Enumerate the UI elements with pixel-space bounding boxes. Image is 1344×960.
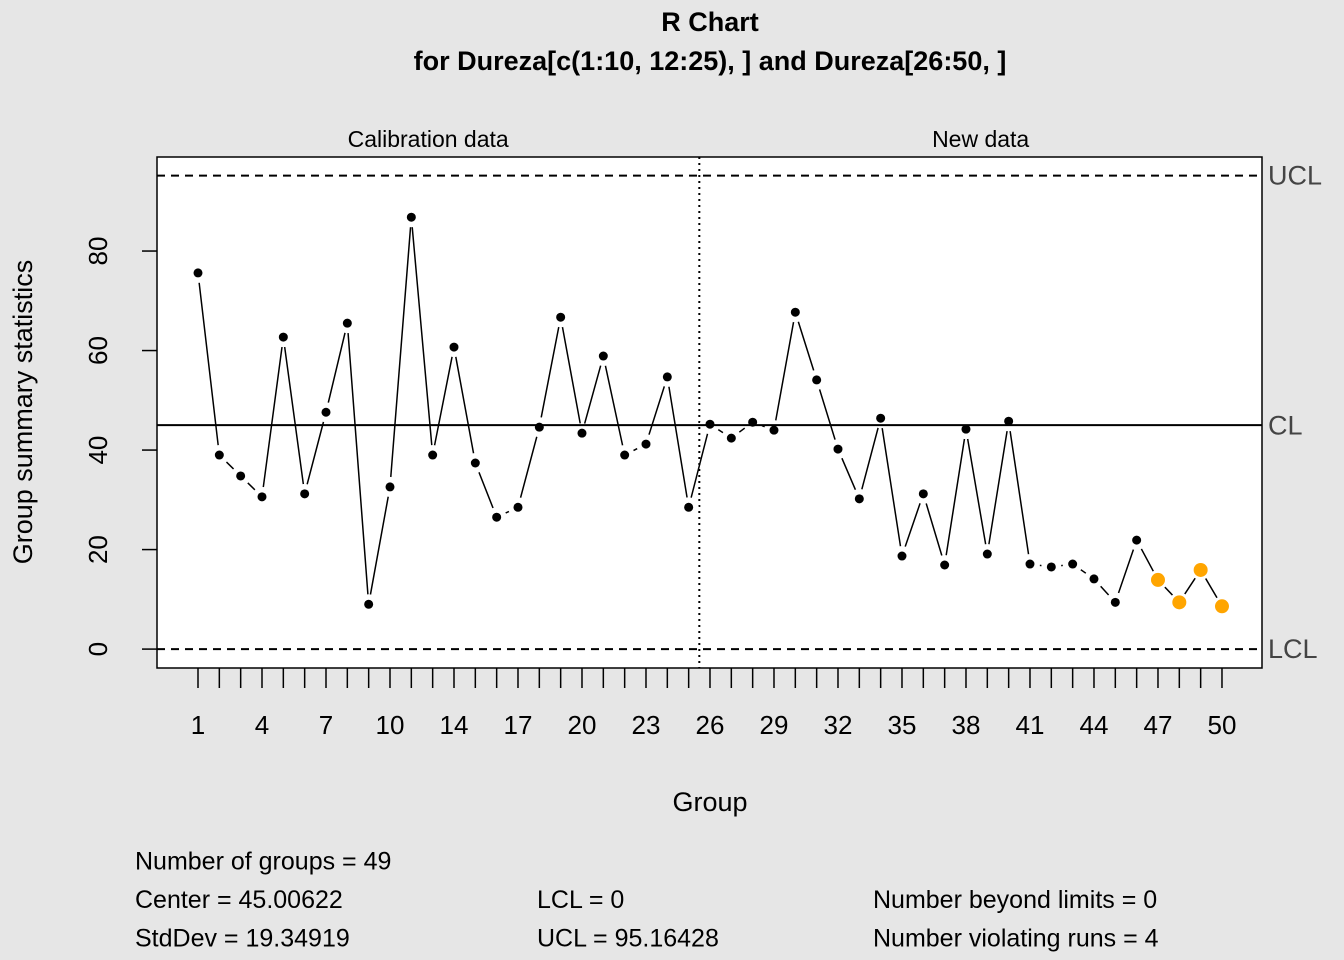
data-point bbox=[598, 351, 608, 361]
limit-label: CL bbox=[1268, 410, 1303, 440]
data-point bbox=[193, 268, 203, 278]
data-point bbox=[662, 372, 672, 382]
stat-text: LCL = 0 bbox=[537, 886, 624, 914]
y-tick-label: 20 bbox=[83, 535, 113, 564]
x-tick-label: 10 bbox=[376, 710, 405, 740]
data-point bbox=[620, 450, 630, 460]
limit-label: LCL bbox=[1268, 634, 1318, 664]
data-point bbox=[534, 422, 544, 432]
data-point bbox=[833, 444, 843, 454]
y-tick-label: 80 bbox=[83, 237, 113, 266]
data-point bbox=[577, 428, 587, 438]
data-point bbox=[470, 458, 480, 468]
data-point bbox=[961, 424, 971, 434]
data-point bbox=[854, 494, 864, 504]
data-point bbox=[1172, 595, 1187, 610]
data-point bbox=[1068, 559, 1078, 569]
data-point bbox=[342, 318, 352, 328]
plot-area bbox=[156, 156, 1263, 669]
data-point bbox=[300, 489, 310, 499]
data-point bbox=[385, 482, 395, 492]
data-point bbox=[940, 560, 950, 570]
stat-text: Number of groups = 49 bbox=[135, 848, 391, 876]
data-point bbox=[1193, 562, 1208, 577]
data-point bbox=[492, 512, 502, 522]
data-point bbox=[449, 342, 459, 352]
data-point bbox=[257, 492, 267, 502]
chart-title: R Chart bbox=[661, 7, 759, 37]
data-point bbox=[513, 502, 523, 512]
data-point bbox=[769, 425, 779, 435]
data-point bbox=[364, 599, 374, 609]
x-tick-label: 26 bbox=[696, 710, 725, 740]
data-point bbox=[1004, 416, 1014, 426]
x-tick-label: 47 bbox=[1144, 710, 1173, 740]
x-tick-label: 17 bbox=[504, 710, 533, 740]
data-point bbox=[406, 212, 416, 222]
data-point bbox=[897, 551, 907, 561]
data-point bbox=[876, 413, 886, 423]
data-point bbox=[684, 502, 694, 512]
data-point bbox=[1110, 597, 1120, 607]
x-tick-label: 14 bbox=[440, 710, 469, 740]
stat-text: Number beyond limits = 0 bbox=[873, 886, 1157, 914]
y-tick-label: 40 bbox=[83, 436, 113, 465]
y-tick-label: 0 bbox=[83, 642, 113, 656]
data-point bbox=[321, 407, 331, 417]
limit-label: UCL bbox=[1268, 161, 1322, 191]
data-point bbox=[428, 450, 438, 460]
stat-text: StdDev = 19.34919 bbox=[135, 925, 350, 953]
x-tick-label: 29 bbox=[760, 710, 789, 740]
x-tick-label: 4 bbox=[255, 710, 269, 740]
chart-subtitle: for Dureza[c(1:10, 12:25), ] and Dureza[… bbox=[414, 46, 1007, 76]
y-axis-label: Group summary statistics bbox=[8, 260, 38, 565]
stat-text: Center = 45.00622 bbox=[135, 886, 343, 914]
x-tick-label: 44 bbox=[1080, 710, 1109, 740]
data-point bbox=[748, 417, 758, 427]
data-point bbox=[556, 312, 566, 322]
data-point bbox=[1214, 599, 1229, 614]
data-point bbox=[726, 433, 736, 443]
x-tick-label: 23 bbox=[632, 710, 661, 740]
stat-text: UCL = 95.16428 bbox=[537, 925, 719, 953]
data-point bbox=[918, 489, 928, 499]
data-point bbox=[790, 307, 800, 317]
data-point bbox=[641, 439, 651, 449]
x-tick-label: 41 bbox=[1016, 710, 1045, 740]
data-point bbox=[278, 332, 288, 342]
data-point bbox=[1046, 562, 1056, 572]
x-tick-label: 7 bbox=[319, 710, 333, 740]
x-tick-label: 38 bbox=[952, 710, 981, 740]
data-point bbox=[1089, 574, 1099, 584]
y-tick-label: 60 bbox=[83, 336, 113, 365]
data-point bbox=[1025, 559, 1035, 569]
data-point bbox=[705, 419, 715, 429]
data-point bbox=[214, 450, 224, 460]
stat-text: Number violating runs = 4 bbox=[873, 925, 1159, 953]
section-label: Calibration data bbox=[348, 126, 509, 152]
x-tick-label: 50 bbox=[1208, 710, 1237, 740]
data-point bbox=[982, 549, 992, 559]
data-point bbox=[236, 471, 246, 481]
x-tick-label: 1 bbox=[191, 710, 205, 740]
data-point bbox=[1132, 535, 1142, 545]
data-point bbox=[1150, 572, 1165, 587]
data-point bbox=[812, 375, 822, 385]
x-tick-label: 20 bbox=[568, 710, 597, 740]
x-tick-label: 35 bbox=[888, 710, 917, 740]
x-axis-label: Group bbox=[672, 787, 747, 817]
x-tick-label: 32 bbox=[824, 710, 853, 740]
section-label: New data bbox=[932, 126, 1029, 152]
